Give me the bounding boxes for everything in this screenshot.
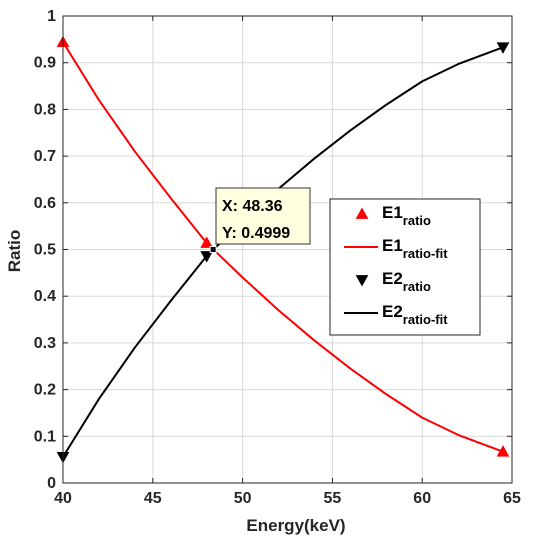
legend-label: E2ratio [382,269,431,294]
series-marker-e2 [496,42,510,54]
y-tick-label: 0.4 [34,288,56,305]
axes-box [62,15,513,484]
y-axis-label: Ratio [5,230,24,273]
y-tick-label: 0.6 [34,195,56,212]
legend-items: E1ratio E1ratio-fit E2ratio E2ratio-fit [344,203,448,327]
legend-marker-e2 [355,275,369,287]
y-tick-label: 0.2 [34,382,56,399]
legend-label: E2ratio-fit [382,302,448,327]
datatip[interactable]: X: 48.36 Y: 0.4999 [215,187,311,245]
y-tick-label: 0.3 [34,335,56,352]
datatip-marker[interactable] [209,246,217,254]
series-marker-e1 [496,445,510,457]
y-tick-label: 0.1 [34,428,56,445]
x-tick-label: 65 [503,490,521,507]
legend-label: E1ratio-fit [382,236,448,261]
x-tick-label: 40 [54,490,72,507]
legend: E1ratio E1ratio-fit E2ratio E2ratio-fit [329,198,481,336]
y-tick-label: 0.7 [34,148,56,165]
y-tick-label: 0.9 [34,55,56,72]
axes [62,15,513,484]
datatip-y-text: Y: 0.4999 [222,225,290,242]
x-tick-label: 60 [413,490,431,507]
series-marker-e2 [200,251,214,263]
series-marker-e1 [200,236,214,248]
x-axis-label: Energy(keV) [246,516,345,535]
y-tick-label: 0.5 [34,242,56,259]
datatip-x-text: X: 48.36 [222,198,283,215]
legend-label: E1ratio [382,203,431,228]
y-tick-label: 0 [47,475,56,492]
tick-labels: 40 45 50 55 60 65 0 0.1 0.2 0.3 0.4 0.5 0.6 0.7 0.8 0.9… [34,8,521,507]
x-tick-label: 45 [144,490,162,507]
datatip-box [215,187,311,245]
x-tick-label: 55 [324,490,342,507]
series-line-e1-ratio-fit [62,41,504,453]
legend-marker-e1 [355,207,369,219]
y-tick-label: 1 [47,8,56,25]
y-tick-label: 0.8 [34,101,56,118]
x-tick-label: 50 [234,490,252,507]
